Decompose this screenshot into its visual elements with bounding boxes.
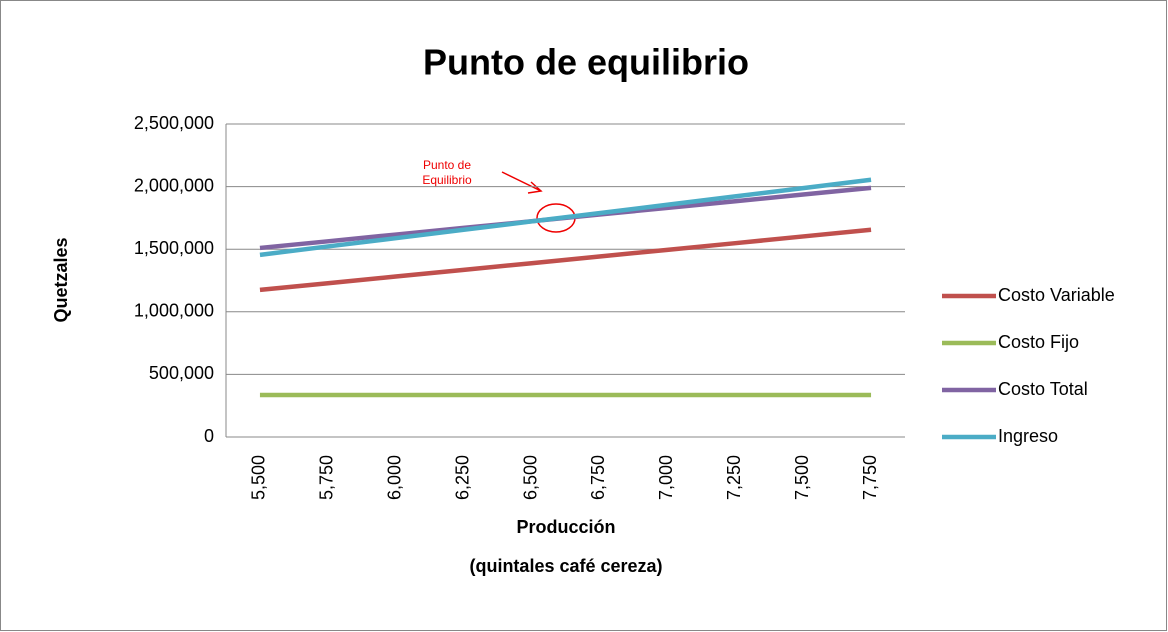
annotation: Punto de — [423, 158, 471, 172]
x-tick-label: 7,500 — [792, 455, 812, 500]
y-axis-label: Quetzales — [51, 237, 71, 322]
y-tick-label: 0 — [204, 426, 214, 446]
x-tick-label: 7,750 — [860, 455, 880, 500]
legend-label: Costo Variable — [998, 285, 1115, 305]
x-tick-label: 5,750 — [317, 455, 337, 500]
x-tick-label: 6,750 — [588, 455, 608, 500]
annotation: Equilibrio — [422, 173, 472, 187]
chart-title: Punto de equilibrio — [423, 42, 749, 83]
annotation-arrow — [501, 171, 542, 192]
legend-label: Ingreso — [998, 426, 1058, 446]
y-tick-label: 2,000,000 — [134, 175, 214, 195]
x-tick-label: 6,500 — [520, 455, 540, 500]
x-tick-label: 7,250 — [724, 455, 744, 500]
y-tick-label: 1,000,000 — [134, 301, 214, 321]
series-line — [259, 177, 872, 258]
legend-label: Costo Total — [998, 379, 1088, 399]
y-tick-label: 2,500,000 — [134, 113, 214, 133]
x-tick-label: 5,500 — [249, 455, 269, 500]
y-tick-label: 500,000 — [149, 363, 214, 383]
legend-label: Costo Fijo — [998, 332, 1079, 352]
x-tick-label: 6,000 — [385, 455, 405, 500]
x-axis-label: (quintales café cereza) — [469, 556, 662, 576]
x-axis-label: Producción — [516, 517, 615, 537]
x-tick-label: 6,250 — [452, 455, 472, 500]
series-line — [259, 227, 872, 293]
y-tick-label: 1,500,000 — [134, 238, 214, 258]
annotation-arrowhead — [527, 181, 543, 194]
x-tick-label: 7,000 — [656, 455, 676, 500]
